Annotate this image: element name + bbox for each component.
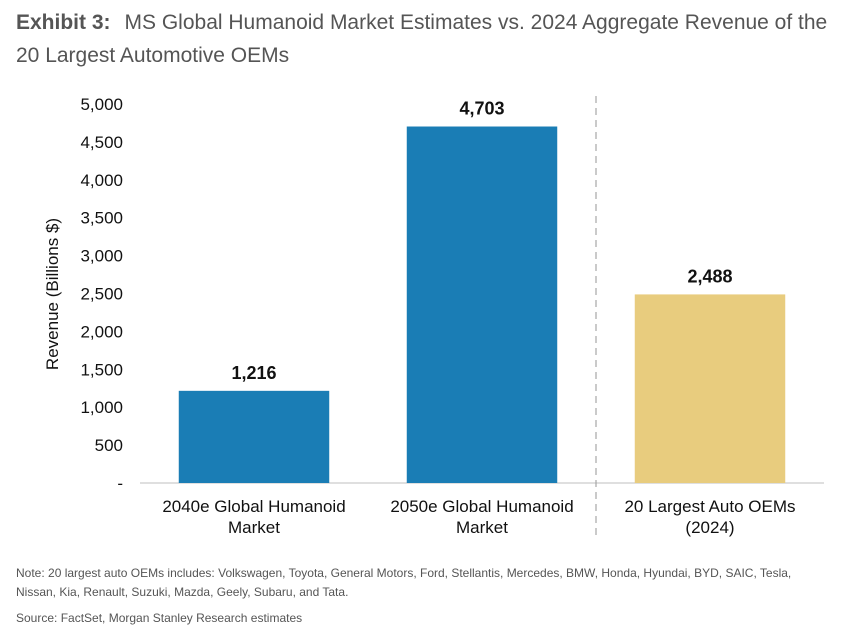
y-tick-label: 1,500 <box>80 360 123 379</box>
x-tick-label: 2050e Global Humanoid <box>390 497 573 516</box>
data-label: 1,216 <box>231 363 276 383</box>
y-tick-label: 2,000 <box>80 322 123 341</box>
chart-source: Source: FactSet, Morgan Stanley Research… <box>16 611 303 625</box>
y-tick-label: 4,000 <box>80 171 123 190</box>
x-tick-label: (2024) <box>685 518 734 537</box>
bars: 1,216 4,703 2,488 <box>178 99 786 483</box>
y-tick-label: - <box>117 474 123 493</box>
chart-title: Exhibit 3: MS Global Humanoid Market Esti… <box>16 6 836 72</box>
y-tick-label: 3,000 <box>80 247 123 266</box>
y-tick-label: 4,500 <box>80 133 123 152</box>
y-axis-ticks: - 500 1,000 1,500 2,000 2,500 3,000 3,500 4,000 4… <box>80 95 123 493</box>
exhibit-title: MS Global Humanoid Market Estimates vs. … <box>16 11 828 67</box>
y-tick-label: 5,000 <box>80 95 123 114</box>
bar-chart: - 500 1,000 1,500 2,000 2,500 3,000 3,500 4,000 4… <box>43 95 824 538</box>
x-tick-label: 2040e Global Humanoid <box>162 497 345 516</box>
bar <box>178 390 330 483</box>
y-axis-label: Revenue (Billions $) <box>43 218 62 370</box>
data-label: 2,488 <box>687 266 732 286</box>
x-axis-labels: 2040e Global Humanoid Market 2050e Global … <box>162 497 795 537</box>
x-tick-label: 20 Largest Auto OEMs <box>624 497 795 516</box>
exhibit-label: Exhibit 3: <box>16 11 111 34</box>
bar <box>634 294 786 483</box>
y-tick-label: 500 <box>95 436 123 455</box>
y-tick-label: 3,500 <box>80 209 123 228</box>
bar <box>406 126 558 483</box>
chart-note: Note: 20 largest auto OEMs includes: Vol… <box>16 566 792 599</box>
x-tick-label: Market <box>456 518 508 537</box>
y-tick-label: 1,000 <box>80 398 123 417</box>
x-tick-label: Market <box>228 518 280 537</box>
data-label: 4,703 <box>459 99 504 119</box>
y-tick-label: 2,500 <box>80 285 123 304</box>
